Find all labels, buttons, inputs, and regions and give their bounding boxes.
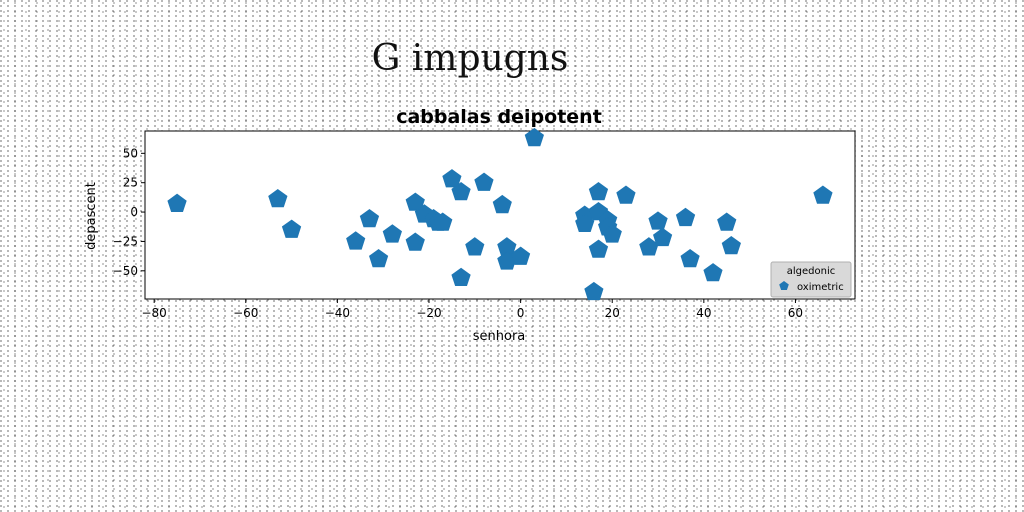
data-point [575,213,595,232]
data-point [648,211,668,230]
x-tick-label: −80 [141,306,166,320]
x-tick-label: 60 [788,306,803,320]
data-point [653,227,673,247]
data-point [680,248,700,268]
data-point [281,219,302,238]
data-point [588,239,609,258]
legend-title: algedonic [787,266,836,277]
y-tick-label: 25 [123,176,138,190]
y-tick-label: 50 [123,146,138,160]
data-point [465,237,485,256]
legend-box [770,261,852,298]
y-axis-label: depascent [84,182,99,250]
x-tick-label: 20 [605,306,620,320]
data-point [602,224,622,243]
legend-entry: oximetric [797,282,844,293]
data-point [451,181,471,201]
data-point [584,281,604,301]
figure-suptitle: G impugns [371,38,569,79]
y-tick-label: −50 [113,264,138,278]
x-tick-label: −40 [325,306,350,320]
data-point [433,212,453,231]
data-point [721,235,741,255]
plot-frame [144,130,856,300]
legend: algedonic oximetric [770,261,852,298]
legend-marker [779,281,789,290]
x-tick-label: 0 [517,306,525,320]
data-point [703,263,723,282]
data-point [268,188,288,208]
x-tick-label: −20 [416,306,441,320]
data-point [813,185,833,204]
data-point [492,194,512,214]
data-point [675,207,696,227]
data-point [359,208,380,228]
x-tick-label: −60 [233,306,258,320]
data-point [524,127,544,147]
data-point [616,185,636,204]
data-point [369,248,389,268]
plot-area: −80 −60 −40 −20 0 20 40 60 −50 −25 0 25 50 [113,127,856,320]
data-point [382,224,402,243]
chart-title: cabbalas deipotent [396,106,602,128]
data-point [442,169,462,188]
data-point [167,193,187,212]
data-point [474,172,494,191]
x-axis-label: senhora [473,329,526,344]
y-tick-label: 0 [130,205,138,219]
data-point [588,181,609,201]
data-point [511,246,531,265]
data-point [717,212,737,231]
data-point [405,192,425,211]
data-point [346,231,366,250]
x-tick-label: 40 [696,306,711,320]
data-point [451,267,471,286]
y-tick-label: −25 [113,234,138,248]
data-point [405,232,425,251]
